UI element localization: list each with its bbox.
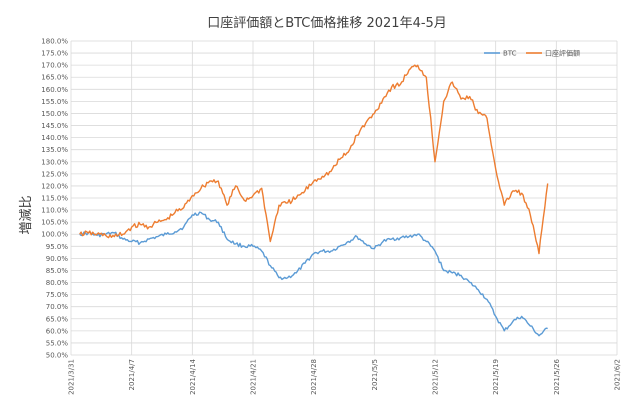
series-lines xyxy=(79,64,549,337)
y-tick-label: 145.0% xyxy=(41,122,68,130)
y-tick-label: 135.0% xyxy=(41,146,68,154)
series-line-btc xyxy=(79,211,548,337)
y-tick-label: 90.0% xyxy=(46,255,69,263)
y-tick-label: 180.0% xyxy=(41,38,68,46)
y-tick-label: 110.0% xyxy=(41,207,68,215)
y-tick-label: 160.0% xyxy=(41,86,68,94)
x-tick-label: 2021/5/26 xyxy=(553,358,561,394)
y-tick-label: 115.0% xyxy=(41,195,68,203)
y-tick-label: 165.0% xyxy=(41,74,68,82)
y-tick-label: 70.0% xyxy=(46,303,69,311)
x-tick-label: 2021/4/21 xyxy=(250,359,258,395)
legend: BTC 口座評価額 xyxy=(484,49,580,58)
y-tick-label: 155.0% xyxy=(41,98,68,106)
x-tick-labels: 2021/3/31 2021/4/7 2021/4/14 2021/4/21 2021/… xyxy=(68,358,622,394)
x-tick-label: 2021/3/31 xyxy=(68,359,76,395)
grid-lines xyxy=(70,40,618,356)
y-tick-label: 80.0% xyxy=(46,279,69,287)
y-tick-label: 50.0% xyxy=(46,352,69,360)
x-tick-label: 2021/5/19 xyxy=(492,359,500,395)
y-tick-label: 150.0% xyxy=(41,110,68,118)
y-tick-label: 175.0% xyxy=(41,50,68,58)
y-tick-label: 140.0% xyxy=(41,134,68,142)
series-line-account-value xyxy=(79,64,549,255)
y-tick-labels: 50.0% 55.0% 60.0% 65.0% 70.0% 75.0% 80.0% 85.0%… xyxy=(41,38,68,360)
y-tick-label: 120.0% xyxy=(41,182,68,190)
x-tick-label: 2021/5/5 xyxy=(371,359,379,390)
x-tick-label: 2021/6/2 xyxy=(614,359,622,390)
y-tick-label: 65.0% xyxy=(46,315,69,323)
y-tick-label: 85.0% xyxy=(46,267,69,275)
x-tick-label: 2021/4/7 xyxy=(128,359,136,390)
x-tick-label: 2021/5/12 xyxy=(432,359,440,395)
y-tick-label: 100.0% xyxy=(41,231,68,239)
legend-label: 口座評価額 xyxy=(545,49,580,58)
y-tick-label: 125.0% xyxy=(41,170,68,178)
y-tick-label: 60.0% xyxy=(46,327,69,335)
y-tick-label: 55.0% xyxy=(46,339,69,347)
y-tick-label: 95.0% xyxy=(46,243,69,251)
y-tick-label: 170.0% xyxy=(41,62,68,70)
legend-label: BTC xyxy=(503,50,517,58)
chart-title: 口座評価額とBTC価格推移 2021年4-5月 xyxy=(207,15,447,31)
y-axis-label: 増減比 xyxy=(18,195,34,234)
y-tick-label: 105.0% xyxy=(41,219,68,227)
y-tick-label: 75.0% xyxy=(46,291,69,299)
x-tick-label: 2021/4/14 xyxy=(189,358,197,394)
x-tick-label: 2021/4/28 xyxy=(310,359,318,395)
y-tick-label: 130.0% xyxy=(41,158,68,166)
